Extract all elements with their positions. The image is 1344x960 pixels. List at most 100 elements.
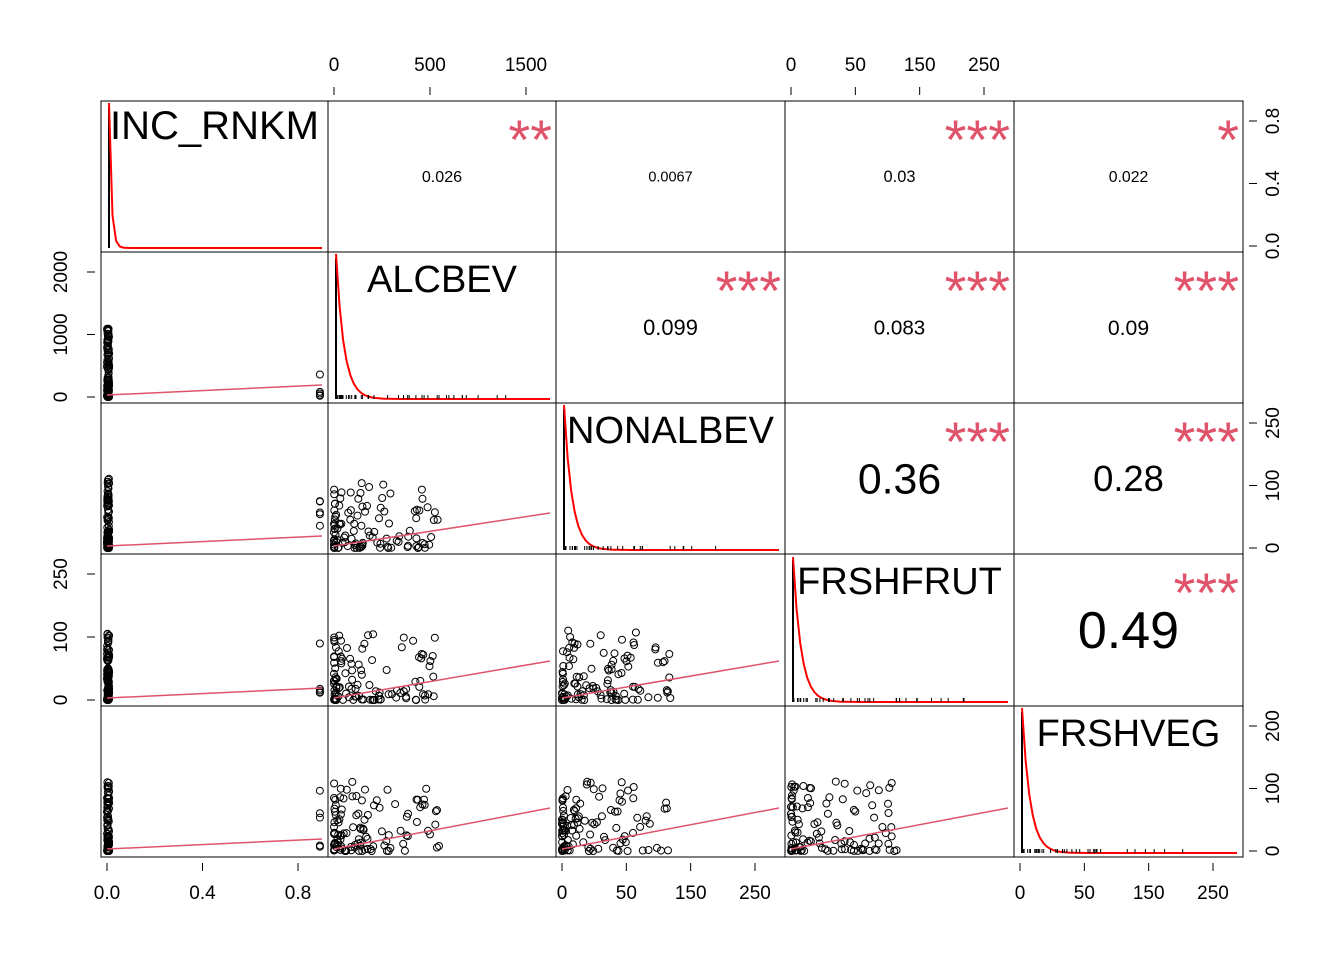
axis-tick-label-top: 1500 — [505, 55, 547, 76]
data-point — [354, 809, 363, 818]
data-point — [362, 832, 371, 841]
data-point — [339, 794, 348, 803]
data-point — [878, 823, 887, 831]
significance-stars-1-2: *** — [716, 259, 781, 322]
data-point — [103, 778, 112, 787]
data-point — [793, 815, 802, 824]
smooth-line — [561, 660, 780, 699]
data-point — [375, 514, 383, 523]
data-point — [347, 684, 356, 693]
data-point — [572, 831, 581, 840]
data-point — [396, 689, 405, 697]
data-point — [104, 779, 113, 787]
data-point — [628, 695, 637, 704]
data-point — [376, 503, 385, 512]
data-point — [332, 510, 341, 519]
data-point — [346, 654, 355, 663]
data-point — [384, 690, 393, 699]
data-point — [624, 786, 632, 795]
data-point — [335, 631, 344, 640]
data-point — [563, 786, 572, 794]
data-point — [103, 807, 112, 816]
data-point — [813, 818, 822, 827]
data-point — [105, 363, 114, 372]
data-point — [104, 501, 113, 510]
data-point — [565, 643, 574, 652]
data-point — [420, 795, 428, 804]
data-point — [358, 502, 367, 511]
data-point — [570, 639, 579, 648]
data-point — [103, 649, 112, 658]
data-point — [104, 475, 113, 484]
data-point — [104, 518, 113, 526]
data-point — [429, 516, 438, 524]
data-point — [433, 515, 442, 524]
data-point — [884, 809, 893, 817]
data-point — [558, 832, 566, 841]
data-point — [865, 834, 874, 843]
data-point — [105, 507, 113, 516]
smooth-line — [106, 535, 323, 547]
correlation-value-2-3: 0.36 — [858, 455, 941, 503]
data-point — [664, 846, 672, 855]
data-point — [103, 813, 112, 822]
data-point — [853, 786, 862, 795]
smooth-line — [333, 660, 551, 699]
data-point — [330, 499, 339, 508]
data-point — [344, 682, 353, 691]
data-point — [885, 783, 894, 792]
data-point — [831, 777, 840, 786]
data-point — [803, 803, 812, 812]
data-point — [386, 844, 395, 852]
data-point — [315, 841, 324, 850]
data-point — [337, 842, 346, 851]
data-point — [363, 811, 372, 819]
data-point — [104, 656, 113, 665]
data-point — [586, 844, 595, 853]
data-point — [865, 846, 874, 855]
data-point — [429, 672, 438, 681]
data-point — [104, 671, 113, 680]
data-point — [337, 488, 346, 497]
axis-tick-label-right: 0.0 — [1263, 233, 1284, 259]
data-point — [365, 681, 374, 689]
data-point — [829, 846, 838, 855]
data-point — [807, 784, 815, 793]
data-point — [103, 633, 112, 642]
data-point — [419, 690, 427, 699]
data-point — [420, 800, 429, 809]
data-point — [614, 696, 623, 704]
data-point — [103, 516, 112, 525]
data-point — [822, 799, 831, 808]
data-point — [431, 820, 440, 829]
data-point — [370, 801, 378, 810]
data-point — [330, 633, 339, 642]
data-point — [426, 657, 435, 665]
diagonal-label-3: FRSHFRUT — [797, 561, 1002, 603]
data-point — [330, 525, 339, 534]
data-point — [357, 521, 366, 530]
data-point — [579, 672, 588, 681]
axis-tick-label-bottom: 0.0 — [94, 883, 120, 904]
data-point — [558, 669, 567, 678]
data-point — [665, 673, 674, 682]
data-point — [105, 479, 114, 488]
data-point — [582, 780, 591, 789]
data-point — [404, 532, 413, 541]
data-point — [884, 839, 893, 848]
data-point — [566, 633, 575, 641]
correlation-value-2-4: 0.28 — [1093, 458, 1164, 499]
data-point — [413, 795, 422, 804]
axis-tick-label-right: 200 — [1263, 710, 1284, 742]
data-point — [412, 534, 421, 543]
data-point — [603, 679, 612, 688]
data-point — [411, 677, 420, 686]
data-point — [103, 487, 112, 496]
data-point — [386, 489, 395, 498]
data-point — [315, 813, 324, 822]
data-point — [887, 832, 896, 841]
data-point — [336, 793, 344, 802]
data-point — [657, 846, 665, 855]
data-point — [104, 351, 113, 360]
data-point — [587, 664, 596, 673]
